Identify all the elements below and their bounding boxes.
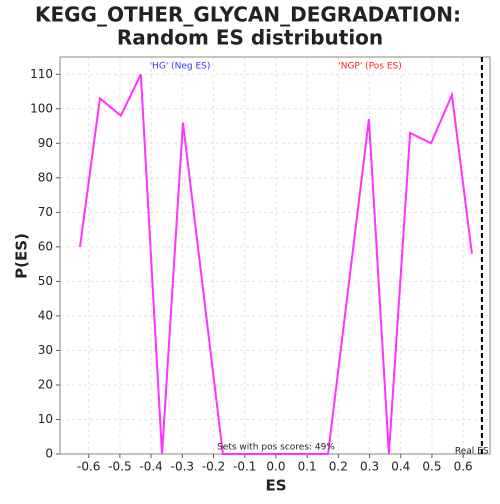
- x-tick-label: 0.0: [266, 460, 285, 474]
- y-tick-label: 40: [38, 308, 53, 322]
- x-tick-label: 0.4: [391, 460, 410, 474]
- y-axis-label: P(ES): [13, 233, 31, 279]
- chart-title: KEGG_OTHER_GLYCAN_DEGRADATION:: [35, 3, 461, 27]
- x-tick-label: -0.6: [77, 460, 100, 474]
- chart-title: Random ES distribution: [117, 26, 383, 50]
- x-tick-label: 0.1: [298, 460, 317, 474]
- y-tick-label: 70: [38, 205, 53, 219]
- y-tick-label: 100: [30, 101, 53, 115]
- x-tick-label: -0.4: [139, 460, 162, 474]
- pos-scores-annotation: Sets with pos scores: 49%: [217, 443, 335, 453]
- real-es-label: Real ES: [455, 447, 489, 457]
- y-tick-label: 80: [38, 170, 53, 184]
- y-tick-label: 30: [38, 343, 53, 357]
- pos-annotation: 'NGP' (Pos ES): [338, 62, 402, 72]
- x-tick-label: 0.6: [454, 460, 473, 474]
- x-tick-label: -0.3: [171, 460, 194, 474]
- y-tick-label: 20: [38, 377, 53, 391]
- x-tick-label: 0.2: [329, 460, 348, 474]
- x-tick-label: 0.5: [422, 460, 441, 474]
- y-tick-label: 110: [30, 67, 53, 81]
- x-tick-label: -0.2: [202, 460, 225, 474]
- plot-frame: [59, 56, 491, 455]
- x-tick-label: -0.5: [108, 460, 131, 474]
- y-tick-label: 90: [38, 136, 53, 150]
- y-tick-label: 10: [38, 412, 53, 426]
- x-tick-label: 0.3: [360, 460, 379, 474]
- y-tick-label: 0: [45, 447, 53, 461]
- y-tick-label: 50: [38, 274, 53, 288]
- x-tick-label: -0.1: [233, 460, 256, 474]
- es-line: [78, 73, 473, 455]
- x-axis-label: ES: [265, 477, 286, 495]
- y-tick-label: 60: [38, 239, 53, 253]
- neg-annotation: 'HG' (Neg ES): [150, 62, 211, 72]
